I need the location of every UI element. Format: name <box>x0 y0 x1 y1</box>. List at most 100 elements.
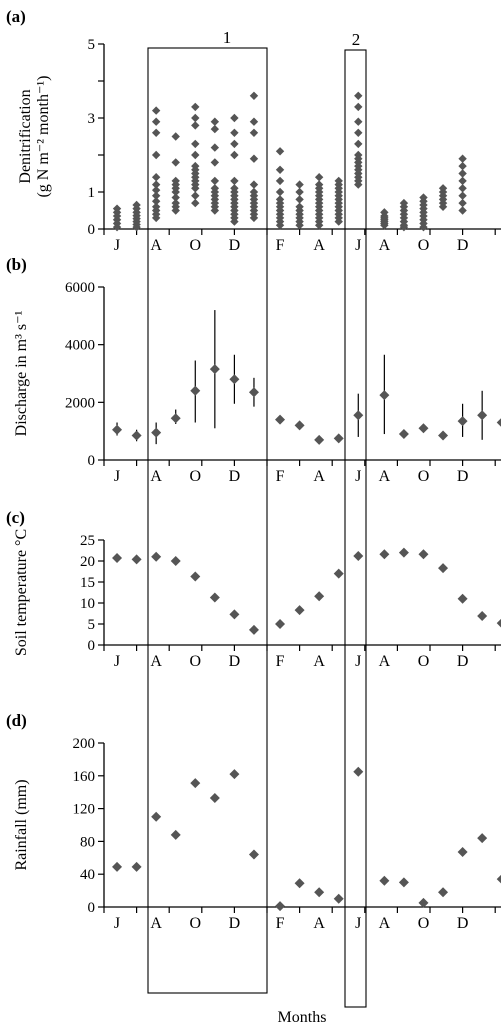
month-label: A <box>379 915 391 932</box>
data-point <box>248 624 259 635</box>
data-point <box>230 139 239 149</box>
data-point <box>151 191 161 200</box>
data-point <box>354 102 363 112</box>
y-tick-label: 0 <box>88 222 96 238</box>
month-label: A <box>150 653 162 670</box>
month-label: J <box>114 915 120 932</box>
data-point <box>419 193 428 202</box>
month-label: O <box>189 468 201 485</box>
data-point <box>380 208 389 217</box>
data-point <box>131 554 142 565</box>
y-tick-label: 1 <box>88 185 96 201</box>
data-point <box>230 150 239 160</box>
month-label: J <box>114 653 120 670</box>
data-point <box>191 191 200 200</box>
month-label: J <box>114 237 120 254</box>
month-label: A <box>379 468 391 485</box>
y-tick-label: 160 <box>73 769 96 785</box>
x-axis-title: Months <box>278 1009 327 1026</box>
data-point <box>230 113 239 123</box>
month-label: D <box>229 653 241 670</box>
y-tick-label: 5 <box>88 617 96 633</box>
month-label: F <box>276 653 285 670</box>
panel-1: (b) 0 2000 4000 6000 J A O D F A J A O D Discharge in m… <box>6 255 501 485</box>
y-tick-label: 2000 <box>65 395 95 411</box>
data-point <box>112 204 122 213</box>
data-point <box>190 778 201 789</box>
y-tick-label: 25 <box>80 533 95 549</box>
data-point <box>496 618 501 628</box>
month-label: D <box>229 468 241 485</box>
data-point <box>151 180 161 189</box>
data-point <box>314 591 325 602</box>
data-point <box>496 418 501 427</box>
data-point <box>353 550 364 561</box>
data-point <box>170 829 181 840</box>
data-point <box>458 161 467 171</box>
data-point <box>191 102 200 112</box>
data-point <box>191 198 200 208</box>
data-point <box>249 91 259 100</box>
month-label: D <box>229 915 241 932</box>
panel-0: (a) 0 1 3 5 J A O D F A J A O D Denitrification (g N m⁻²… <box>6 7 501 254</box>
month-label: F <box>276 237 285 254</box>
month-label: O <box>189 653 201 670</box>
month-label: J <box>355 237 361 254</box>
month-label: F <box>276 468 285 485</box>
data-point <box>353 410 364 421</box>
data-point <box>151 551 162 562</box>
y-axis-label: Soil temperature °C <box>13 529 30 656</box>
data-point <box>132 200 141 210</box>
data-point <box>458 169 467 178</box>
data-point <box>295 180 304 189</box>
data-point <box>191 161 200 171</box>
month-label: A <box>313 468 325 485</box>
data-point <box>275 619 286 629</box>
month-label: A <box>313 915 325 932</box>
data-point <box>210 184 220 193</box>
data-point <box>418 549 429 560</box>
panels: (a) 0 1 3 5 J A O D F A J A O D Denitrification (g N m⁻²… <box>6 7 501 932</box>
y-axis-label: Discharge in m³ s⁻¹ <box>13 310 30 436</box>
data-point <box>191 139 200 149</box>
data-point <box>354 150 363 160</box>
data-point <box>190 571 201 582</box>
month-label: O <box>189 237 201 254</box>
data-point <box>354 128 363 137</box>
data-point <box>457 593 468 604</box>
data-point <box>314 434 325 445</box>
data-point <box>418 423 429 434</box>
data-point <box>333 433 344 444</box>
data-point <box>112 861 123 872</box>
data-point <box>151 150 161 160</box>
y-tick-label: 120 <box>73 802 96 818</box>
y-axis-label: Denitrification <box>17 89 34 183</box>
y-axis-label: Rainfall (mm) <box>13 779 30 870</box>
data-point <box>191 150 200 160</box>
data-point <box>151 427 162 438</box>
month-label: J <box>114 468 120 485</box>
data-point <box>438 887 449 898</box>
data-point <box>438 430 449 441</box>
data-point <box>354 117 363 126</box>
data-point <box>209 364 220 375</box>
data-point <box>477 410 488 421</box>
data-point <box>458 184 467 193</box>
data-point <box>398 877 409 888</box>
data-point <box>275 147 285 156</box>
y-tick-label: 0 <box>88 900 96 916</box>
month-label: D <box>457 237 469 254</box>
data-point <box>294 878 305 889</box>
data-point <box>170 413 181 424</box>
data-point <box>458 176 467 186</box>
y-tick-label: 5 <box>88 37 96 53</box>
data-point <box>496 874 501 884</box>
data-point <box>477 611 488 622</box>
data-point <box>294 605 305 616</box>
data-point <box>399 198 409 208</box>
month-label: A <box>313 237 325 254</box>
data-point <box>333 568 344 579</box>
data-point <box>151 185 161 195</box>
data-point <box>438 563 449 574</box>
